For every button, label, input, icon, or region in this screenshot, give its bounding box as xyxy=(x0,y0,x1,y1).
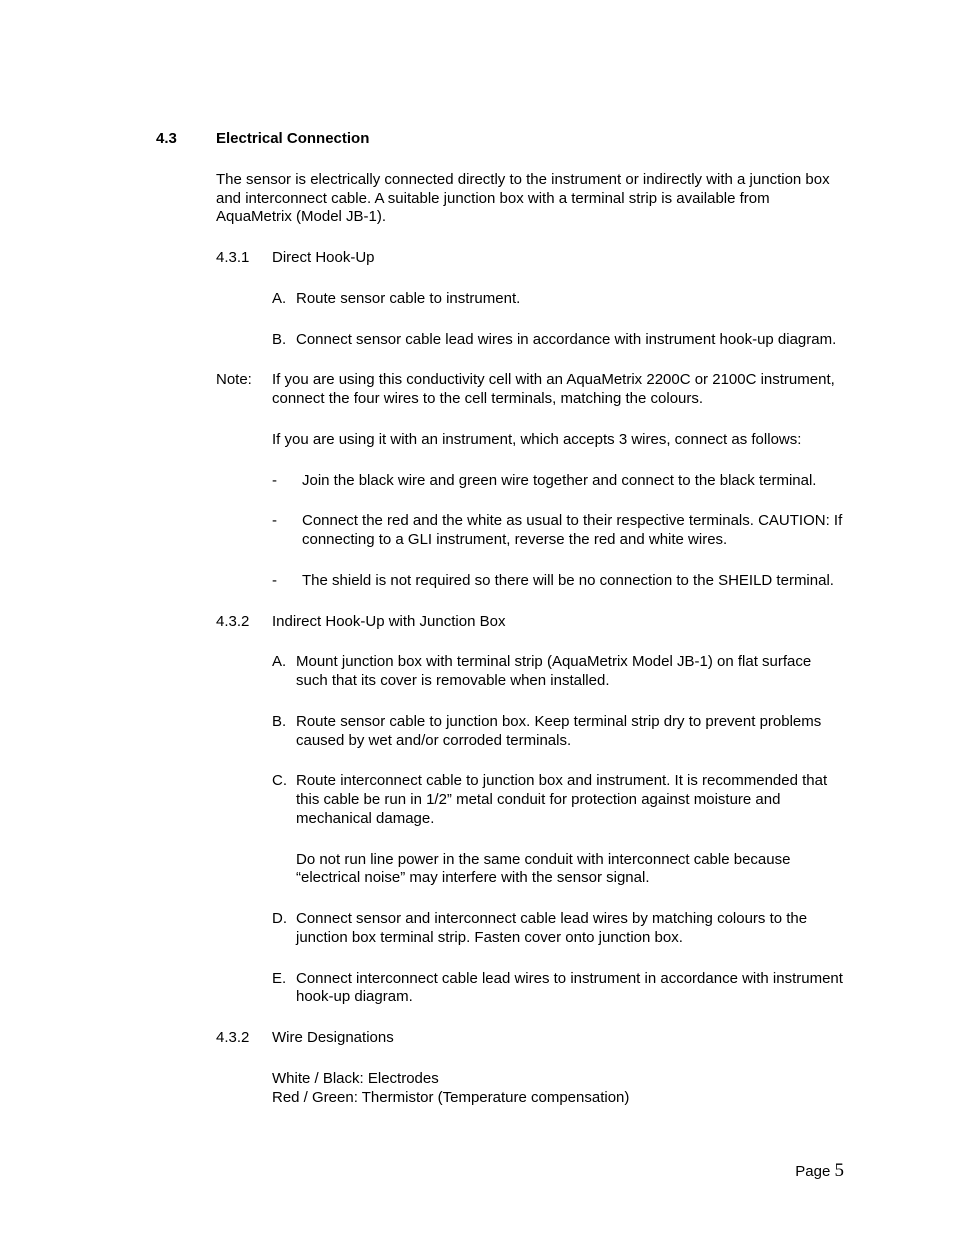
section-title: Electrical Connection xyxy=(216,130,369,149)
dash-item: - The shield is not required so there wi… xyxy=(272,572,844,591)
dash-label: - xyxy=(272,512,302,550)
dash-text: Connect the red and the white as usual t… xyxy=(302,512,844,550)
wire-line: Red / Green: Thermistor (Temperature com… xyxy=(272,1089,844,1108)
subsection-wire-heading: 4.3.2 Wire Designations xyxy=(216,1029,844,1048)
list-item-text-main: Route interconnect cable to junction box… xyxy=(296,772,827,827)
note-text: If you are using this conductivity cell … xyxy=(272,371,844,409)
dash-text: Join the black wire and green wire toget… xyxy=(302,472,844,491)
section-body: The sensor is electrically connected dir… xyxy=(216,171,844,1108)
list-item: B. Route sensor cable to junction box. K… xyxy=(272,713,844,751)
list-item-text: Connect interconnect cable lead wires to… xyxy=(296,970,844,1008)
list-item: C. Route interconnect cable to junction … xyxy=(272,772,844,888)
subsection-title: Direct Hook-Up xyxy=(272,249,375,268)
page: 4.3 Electrical Connection The sensor is … xyxy=(0,0,954,1235)
subsection-432-list: A. Mount junction box with terminal stri… xyxy=(272,653,844,1007)
dash-item: - Connect the red and the white as usual… xyxy=(272,512,844,550)
list-item-text: Route sensor cable to junction box. Keep… xyxy=(296,713,844,751)
list-item: E. Connect interconnect cable lead wires… xyxy=(272,970,844,1008)
list-item-text: Mount junction box with terminal strip (… xyxy=(296,653,844,691)
list-item-text: Route sensor cable to instrument. xyxy=(296,290,844,309)
note-dash-list: - Join the black wire and green wire tog… xyxy=(272,472,844,591)
dash-item: - Join the black wire and green wire tog… xyxy=(272,472,844,491)
subsection-number: 4.3.2 xyxy=(216,613,272,632)
note-label: Note: xyxy=(216,371,272,409)
list-item-continuation: Do not run line power in the same condui… xyxy=(296,851,844,889)
section-heading-row: 4.3 Electrical Connection xyxy=(156,130,844,149)
subsection-title: Indirect Hook-Up with Junction Box xyxy=(272,613,505,632)
list-item-label: A. xyxy=(272,653,296,691)
subsection-title: Wire Designations xyxy=(272,1029,394,1048)
list-item: A. Mount junction box with terminal stri… xyxy=(272,653,844,691)
list-item-label: D. xyxy=(272,910,296,948)
note-followup: If you are using it with an instrument, … xyxy=(272,431,844,450)
list-item-label: A. xyxy=(272,290,296,309)
subsection-number: 4.3.1 xyxy=(216,249,272,268)
list-item-label: B. xyxy=(272,331,296,350)
page-number: 5 xyxy=(835,1160,845,1181)
list-item-label: E. xyxy=(272,970,296,1008)
subsection-number: 4.3.2 xyxy=(216,1029,272,1048)
dash-label: - xyxy=(272,472,302,491)
page-footer: Page 5 xyxy=(795,1159,844,1183)
subsection-431-heading: 4.3.1 Direct Hook-Up xyxy=(216,249,844,268)
list-item-label: B. xyxy=(272,713,296,751)
subsection-431-list: A. Route sensor cable to instrument. B. … xyxy=(272,290,844,350)
subsection-432-heading: 4.3.2 Indirect Hook-Up with Junction Box xyxy=(216,613,844,632)
wire-line: White / Black: Electrodes xyxy=(272,1070,844,1089)
section-intro: The sensor is electrically connected dir… xyxy=(216,171,844,227)
list-item-text: Route interconnect cable to junction box… xyxy=(296,772,844,888)
page-label: Page xyxy=(795,1163,834,1180)
list-item: B. Connect sensor cable lead wires in ac… xyxy=(272,331,844,350)
list-item-text: Connect sensor and interconnect cable le… xyxy=(296,910,844,948)
note-row: Note: If you are using this conductivity… xyxy=(216,371,844,409)
dash-label: - xyxy=(272,572,302,591)
list-item-text: Connect sensor cable lead wires in accor… xyxy=(296,331,844,350)
section-number: 4.3 xyxy=(156,130,216,149)
dash-text: The shield is not required so there will… xyxy=(302,572,844,591)
wire-designations: White / Black: Electrodes Red / Green: T… xyxy=(272,1070,844,1108)
list-item-label: C. xyxy=(272,772,296,888)
list-item: D. Connect sensor and interconnect cable… xyxy=(272,910,844,948)
list-item: A. Route sensor cable to instrument. xyxy=(272,290,844,309)
